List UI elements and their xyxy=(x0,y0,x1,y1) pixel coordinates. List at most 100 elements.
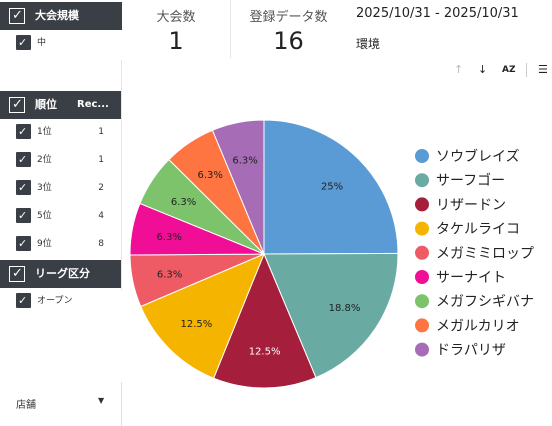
option-label: 中 xyxy=(37,38,47,48)
select-all-checkbox[interactable]: ✓ xyxy=(9,97,25,113)
check-icon: ✓ xyxy=(12,266,23,281)
pie-slice-labels: 25% 18.8% 12.5% 12.5% 6.3% 6.3% 6.3% 6.3% 6.3% xyxy=(157,155,361,357)
option-label: 2位 xyxy=(37,155,52,165)
check-icon: ✓ xyxy=(12,97,23,112)
rank-option[interactable]: ✓ 9位 8 xyxy=(0,233,122,255)
legend-entry[interactable]: タケルライコ xyxy=(436,222,520,238)
rank-option[interactable]: ✓ 2位 1 xyxy=(0,149,122,171)
check-icon: ✓ xyxy=(18,237,28,250)
filter-icon[interactable]: ☰ xyxy=(538,63,548,76)
option-checkbox[interactable]: ✓ xyxy=(16,293,31,308)
option-checkbox[interactable]: ✓ xyxy=(16,180,31,195)
option-checkbox[interactable]: ✓ xyxy=(16,208,31,223)
legend-swatch xyxy=(415,149,429,163)
scorecard-label: 大会数 xyxy=(156,10,196,25)
legend-entry[interactable]: ドラパリザ xyxy=(436,343,506,359)
scorecard-value: 16 xyxy=(273,27,304,55)
arrow-down-icon[interactable]: ↓ xyxy=(478,63,488,76)
pie-slice[interactable] xyxy=(263,119,399,255)
slice-data-label: 25% xyxy=(321,182,343,193)
check-icon: ✓ xyxy=(12,8,23,23)
league-filter-header[interactable]: ✓ リーグ区分 xyxy=(0,260,122,288)
option-count: 8 xyxy=(98,239,104,249)
option-count: 4 xyxy=(98,211,104,221)
check-icon: ✓ xyxy=(18,36,28,49)
slice-data-label: 6.3% xyxy=(232,155,257,166)
slice-data-label: 18.8% xyxy=(329,303,361,314)
scorecard-value: 1 xyxy=(168,27,184,55)
legend-swatch xyxy=(415,197,429,212)
legend-swatch xyxy=(415,270,429,284)
legend-swatch xyxy=(415,342,429,357)
option-label: 5位 xyxy=(37,211,52,221)
arrow-up-icon[interactable]: ↑ xyxy=(454,63,464,76)
option-count: 2 xyxy=(98,183,104,193)
check-icon: ✓ xyxy=(18,181,28,194)
slice-data-label: 12.5% xyxy=(180,319,212,330)
rank-filter-header[interactable]: ✓ 順位 Rec... xyxy=(0,91,122,119)
legend-entry[interactable]: リザードン xyxy=(436,197,506,213)
pie-slice[interactable] xyxy=(211,119,265,255)
record-count-column: Rec... xyxy=(77,99,109,110)
option-checkbox[interactable]: ✓ xyxy=(16,236,31,251)
filter-sidebar: ✓ 大会規模 ✓ 中 ✓ 順位 Rec... ✓ 1位 1 ✓ 2位 1 ✓ 3… xyxy=(0,0,122,426)
rank-title: 順位 xyxy=(35,98,57,111)
league-title: リーグ区分 xyxy=(35,267,90,280)
sidebar-divider xyxy=(121,60,122,290)
legend-entry[interactable]: ソウブレイズ xyxy=(436,148,520,165)
chart-dimension-label: 環境 xyxy=(356,37,381,51)
option-checkbox[interactable]: ✓ xyxy=(16,152,31,167)
check-icon: ✓ xyxy=(18,153,28,166)
select-all-checkbox[interactable]: ✓ xyxy=(9,8,25,24)
rank-option[interactable]: ✓ 5位 4 xyxy=(0,205,122,227)
check-icon: ✓ xyxy=(18,209,28,222)
option-label: 9位 xyxy=(37,239,52,249)
option-count: 1 xyxy=(98,155,104,165)
slice-data-label: 6.3% xyxy=(171,197,196,208)
legend-entry[interactable]: メガミミロップ xyxy=(436,246,534,262)
legend-swatch xyxy=(415,318,429,333)
chart-toolbar: ↑ ↓ AZ ☰ xyxy=(450,62,550,78)
legend-swatch xyxy=(415,245,429,260)
slice-data-label: 6.3% xyxy=(157,270,182,281)
legend-entry[interactable]: メガルカリオ xyxy=(436,318,520,334)
sort-az-icon[interactable]: AZ xyxy=(502,65,516,75)
tournament-scale-filter-header[interactable]: ✓ 大会規模 xyxy=(0,2,122,30)
record-count-scorecard: 登録データ数 16 xyxy=(231,0,346,58)
legend-entry[interactable]: メガフシギバナ xyxy=(436,294,534,310)
option-checkbox[interactable]: ✓ xyxy=(16,124,31,139)
toolbar-divider xyxy=(526,63,527,77)
check-icon: ✓ xyxy=(18,125,28,138)
slice-data-label: 6.3% xyxy=(197,170,222,181)
league-option[interactable]: ✓ オープン xyxy=(0,290,122,312)
check-icon: ✓ xyxy=(18,294,28,307)
option-label: 1位 xyxy=(37,127,52,137)
pie-slice[interactable] xyxy=(212,252,317,389)
chart-legend: ソウブレイズサーフゴーリザードンタケルライコメガミミロップサーナイトメガフシギバ… xyxy=(415,148,534,359)
tournament-scale-title: 大会規模 xyxy=(35,9,79,22)
option-label: 3位 xyxy=(37,183,52,193)
option-count: 1 xyxy=(98,127,104,137)
slice-data-label: 12.5% xyxy=(249,346,281,357)
tournament-count-scorecard: 大会数 1 xyxy=(122,0,231,58)
filter-option-middle[interactable]: ✓ 中 xyxy=(0,32,122,54)
rank-option[interactable]: ✓ 3位 2 xyxy=(0,177,122,199)
pie-slices xyxy=(129,119,399,389)
legend-swatch xyxy=(415,173,429,188)
option-label: オープン xyxy=(37,296,73,306)
rank-option[interactable]: ✓ 1位 1 xyxy=(0,121,122,143)
option-checkbox[interactable]: ✓ xyxy=(16,35,31,50)
scorecard-label: 登録データ数 xyxy=(249,10,328,25)
store-dropdown-label: 店舗 xyxy=(16,400,36,411)
legend-entry[interactable]: サーフゴー xyxy=(436,172,505,189)
pie-chart: 25% 18.8% 12.5% 12.5% 6.3% 6.3% 6.3% 6.3% 6.3% ソ… xyxy=(129,119,534,389)
select-all-checkbox[interactable]: ✓ xyxy=(9,266,25,282)
pie-slice[interactable] xyxy=(140,253,265,379)
legend-entry[interactable]: サーナイト xyxy=(436,270,506,286)
pie-slice[interactable] xyxy=(263,252,399,379)
slice-data-label: 6.3% xyxy=(157,232,182,243)
date-range-control[interactable]: 2025/10/31 - 2025/10/31 xyxy=(356,6,519,21)
legend-swatch xyxy=(415,294,429,309)
caret-down-icon: ▼ xyxy=(98,396,105,405)
store-dropdown[interactable]: 店舗 ▼ xyxy=(0,382,122,426)
